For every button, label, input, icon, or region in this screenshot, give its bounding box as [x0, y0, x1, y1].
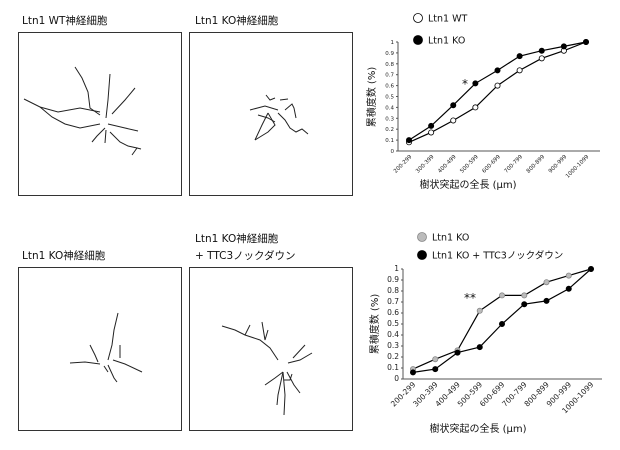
legend-marker [417, 232, 427, 242]
data-point [472, 104, 479, 111]
legend-label: Ltn1 KO [432, 233, 469, 244]
y-tick-label: 0.7 [387, 297, 399, 306]
neuron-tracing-wt [23, 66, 142, 156]
data-point [476, 344, 483, 351]
x-tick-label: 900-999 [548, 154, 569, 175]
y-tick-label: 0.9 [385, 51, 394, 57]
data-point [543, 297, 550, 304]
neuron-image-wt [18, 32, 182, 196]
data-point [409, 369, 416, 376]
data-point [560, 43, 567, 50]
legend-label: Ltn1 KO + TTC3ノックダウン [432, 250, 563, 262]
data-point [428, 129, 435, 136]
neuron-tracing-kd [221, 321, 313, 416]
series-line [412, 268, 592, 370]
y-tick-label: 0.1 [387, 363, 399, 372]
panel-label-kd-line2: + TTC3ノックダウン [195, 250, 296, 262]
series-line [408, 41, 587, 143]
data-point [516, 53, 523, 60]
data-point [538, 47, 545, 54]
x-tick-label: 700-799 [504, 154, 525, 175]
legend-label: Ltn1 KO [428, 36, 465, 47]
y-tick-label: 0.3 [387, 341, 399, 350]
y-tick-label: 0.3 [385, 116, 394, 122]
data-point [538, 55, 545, 62]
data-point [432, 366, 439, 373]
data-point [565, 272, 572, 279]
panel-label-wt: Ltn1 WT神経細胞 [22, 15, 108, 27]
x-tick-label: 300-399 [415, 154, 436, 175]
y-tick-label: 0.1 [385, 138, 394, 144]
data-point [476, 307, 483, 314]
panel-label-ko: Ltn1 KO神経細胞 [195, 15, 279, 27]
data-point [565, 285, 572, 292]
data-point [494, 67, 501, 74]
data-point [521, 292, 528, 299]
series-line [408, 41, 587, 141]
neuron-tracing-ko-2 [69, 312, 143, 383]
data-point [516, 67, 523, 74]
y-tick-label: 0.2 [387, 352, 399, 361]
y-tick-label: 0.2 [385, 127, 394, 133]
y-axis-title: 累積度数 (%) [365, 67, 378, 128]
x-tick-label: 800-899 [526, 154, 547, 175]
x-tick-label: 1000-1099 [565, 154, 591, 180]
x-tick-label: 500-599 [459, 154, 480, 175]
y-tick-label: 0.6 [387, 308, 399, 317]
y-tick-label: 0 [394, 374, 399, 383]
data-point [543, 279, 550, 286]
y-tick-label: 0.9 [387, 275, 399, 284]
panel-label-kd-line1: Ltn1 KO神経細胞 [195, 233, 279, 245]
data-point [588, 265, 595, 272]
y-tick-label: 1 [391, 40, 395, 46]
y-tick-label: 0.4 [385, 105, 394, 111]
legend-marker [413, 35, 423, 45]
legend-label: Ltn1 WT [428, 14, 467, 25]
y-tick-label: 0.5 [387, 319, 399, 328]
neuron-tracing-ko [249, 94, 309, 141]
data-point [583, 39, 590, 46]
neuron-image-ko [189, 32, 353, 196]
legend-marker [413, 13, 423, 23]
data-point [450, 102, 457, 109]
y-tick-label: 0.5 [385, 95, 394, 101]
y-axis-title: 累積度数 (%) [368, 294, 381, 355]
y-tick-label: 0.4 [387, 330, 399, 339]
significance-annotation: ** [464, 291, 476, 305]
x-tick-label: 200-299 [393, 154, 414, 175]
y-tick-label: 0.7 [385, 73, 394, 79]
data-point [498, 320, 505, 327]
significance-annotation: * [462, 77, 468, 91]
neuron-image-ko-2 [18, 267, 182, 431]
x-tick-label: 400-499 [437, 154, 458, 175]
data-point [450, 117, 457, 124]
data-point [454, 349, 461, 356]
x-tick-label: 600-699 [481, 154, 502, 175]
y-tick-label: 0.8 [385, 62, 394, 68]
y-tick-label: 0.8 [387, 286, 399, 295]
y-tick-label: 0.6 [385, 84, 394, 90]
data-point [432, 356, 439, 363]
panel-label-ko-2: Ltn1 KO神経細胞 [22, 250, 106, 262]
neuron-image-kd [189, 267, 353, 431]
data-point [521, 301, 528, 308]
y-tick-label: 1 [394, 264, 399, 273]
data-point [498, 292, 505, 299]
data-point [472, 80, 479, 87]
x-axis-title: 樹状突起の全長 (µm) [419, 178, 516, 191]
data-point [428, 122, 435, 129]
data-point [494, 82, 501, 89]
legend-marker [417, 250, 427, 260]
x-axis-title: 樹状突起の全長 (µm) [429, 422, 526, 435]
y-tick-label: 0 [391, 149, 395, 155]
data-point [405, 137, 412, 144]
